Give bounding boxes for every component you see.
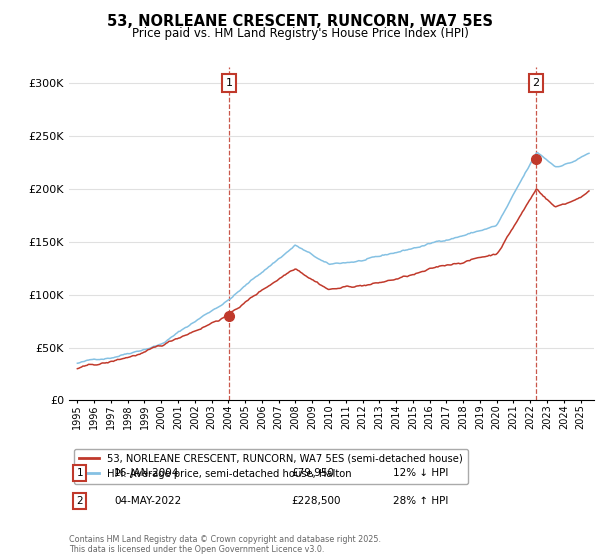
Text: Contains HM Land Registry data © Crown copyright and database right 2025.
This d: Contains HM Land Registry data © Crown c… bbox=[69, 535, 381, 554]
Legend: 53, NORLEANE CRESCENT, RUNCORN, WA7 5ES (semi-detached house), HPI: Average pric: 53, NORLEANE CRESCENT, RUNCORN, WA7 5ES … bbox=[74, 449, 468, 484]
Text: £228,500: £228,500 bbox=[291, 496, 341, 506]
Text: Price paid vs. HM Land Registry's House Price Index (HPI): Price paid vs. HM Land Registry's House … bbox=[131, 27, 469, 40]
Text: 53, NORLEANE CRESCENT, RUNCORN, WA7 5ES: 53, NORLEANE CRESCENT, RUNCORN, WA7 5ES bbox=[107, 14, 493, 29]
Text: 28% ↑ HPI: 28% ↑ HPI bbox=[393, 496, 448, 506]
Text: 2: 2 bbox=[76, 496, 83, 506]
Text: 12% ↓ HPI: 12% ↓ HPI bbox=[393, 468, 448, 478]
Text: 1: 1 bbox=[226, 78, 233, 88]
Text: 16-JAN-2004: 16-JAN-2004 bbox=[114, 468, 179, 478]
Text: 1: 1 bbox=[76, 468, 83, 478]
Text: £79,950: £79,950 bbox=[291, 468, 334, 478]
Text: 2: 2 bbox=[532, 78, 539, 88]
Text: 04-MAY-2022: 04-MAY-2022 bbox=[114, 496, 181, 506]
